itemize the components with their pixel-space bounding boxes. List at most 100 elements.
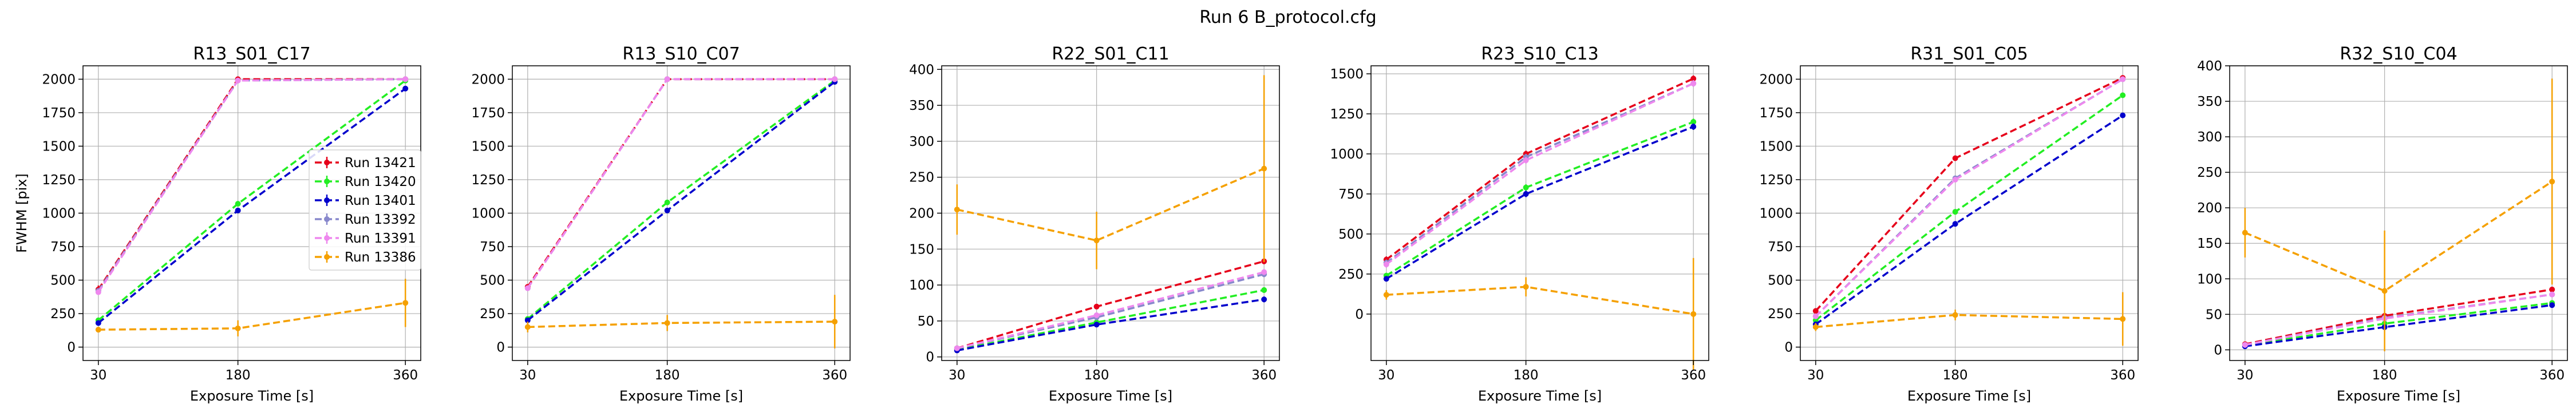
data-point bbox=[1523, 184, 1529, 191]
series-line bbox=[2245, 302, 2553, 347]
y-tick-label: 400 bbox=[909, 62, 934, 77]
x-axis-label: Exposure Time [s] bbox=[1907, 388, 2031, 404]
data-point bbox=[1261, 165, 1267, 172]
data-point bbox=[1952, 176, 1958, 183]
chart-panel-5: 30 180 360 0 250 500 750 1000 1250 1500 1750 2000 R3… bbox=[1759, 44, 2139, 404]
data-point bbox=[1952, 312, 1958, 318]
legend-marker bbox=[324, 254, 330, 260]
series-line bbox=[527, 78, 835, 288]
x-axis-label: Exposure Time [s] bbox=[190, 388, 314, 404]
y-tick-label: 750 bbox=[1338, 187, 1364, 202]
y-tick-label: 250 bbox=[480, 307, 505, 322]
y-tick-label: 750 bbox=[50, 240, 76, 255]
data-point bbox=[664, 199, 670, 205]
chart-panel-6: 30 180 360 0 50 100 150 200 250 300 350 400 R32_S10_… bbox=[2197, 44, 2568, 404]
series-line bbox=[527, 320, 835, 328]
y-tick-label: 250 bbox=[1768, 307, 1793, 322]
series-line bbox=[527, 78, 835, 289]
axes-frame bbox=[2229, 65, 2568, 361]
data-point bbox=[95, 320, 101, 326]
series-line bbox=[1386, 286, 1694, 315]
panel-title: R13_S10_C07 bbox=[622, 44, 740, 64]
data-point bbox=[2549, 291, 2555, 298]
y-tick-label: 1500 bbox=[1330, 67, 1364, 82]
series-line bbox=[1815, 314, 2123, 328]
y-tick-label: 300 bbox=[909, 134, 934, 149]
y-tick-label: 500 bbox=[50, 274, 76, 288]
legend-entry: Run 13420 bbox=[345, 175, 416, 189]
data-point bbox=[235, 201, 241, 207]
legend-entry: Run 13421 bbox=[345, 156, 416, 171]
y-tick-label: 1000 bbox=[1330, 147, 1364, 162]
y-tick-label: 1500 bbox=[471, 139, 505, 154]
x-tick-label: 30 bbox=[519, 368, 536, 383]
data-point bbox=[1383, 276, 1389, 282]
data-point bbox=[1093, 303, 1100, 310]
data-point bbox=[1261, 296, 1267, 303]
data-point bbox=[1690, 311, 1697, 317]
y-tick-label: 2000 bbox=[1759, 72, 1793, 87]
y-tick-label: 1500 bbox=[1759, 139, 1793, 154]
data-point bbox=[664, 207, 670, 213]
y-tick-label: 50 bbox=[918, 314, 934, 329]
y-tick-label: 1000 bbox=[1759, 207, 1793, 221]
x-tick-label: 180 bbox=[1084, 368, 1109, 383]
y-tick-label: 350 bbox=[2197, 94, 2222, 109]
data-point bbox=[2120, 316, 2126, 322]
chart-panel-2: 30 180 360 0 250 500 750 1000 1250 1500 1750 2000 R1… bbox=[471, 44, 851, 404]
x-tick-label: 30 bbox=[949, 368, 965, 383]
data-point bbox=[1523, 284, 1529, 290]
y-tick-label: 1500 bbox=[42, 139, 76, 154]
y-tick-label: 1750 bbox=[471, 106, 505, 121]
y-tick-label: 400 bbox=[2197, 59, 2222, 74]
data-point bbox=[1812, 324, 1819, 330]
chart-panels: 30 180 360025050075010001250150017502000R1… bbox=[14, 44, 2568, 404]
series-line bbox=[957, 168, 1265, 242]
data-point bbox=[1690, 76, 1697, 82]
data-point bbox=[235, 325, 241, 331]
x-axis-label: Exposure Time [s] bbox=[619, 388, 743, 404]
y-tick-label: 1250 bbox=[42, 173, 76, 188]
data-point bbox=[2120, 92, 2126, 98]
data-point bbox=[1952, 155, 1958, 161]
y-tick-label: 0 bbox=[2214, 343, 2222, 358]
legend-entry: Run 13391 bbox=[345, 231, 416, 246]
legend: Run 13421 Run 13420 Run 13401 Run 13392 Run … bbox=[309, 149, 421, 271]
series-6 bbox=[1812, 292, 2126, 346]
y-tick-label: 1250 bbox=[1759, 173, 1793, 188]
y-tick-label: 250 bbox=[1338, 267, 1364, 282]
legend-marker bbox=[324, 179, 330, 184]
data-point bbox=[524, 285, 531, 291]
x-tick-label: 360 bbox=[822, 368, 847, 383]
y-tick-label: 150 bbox=[909, 242, 934, 257]
series-6 bbox=[2242, 78, 2555, 351]
panel-title: R23_S10_C13 bbox=[1481, 44, 1598, 64]
series-3 bbox=[954, 296, 1267, 354]
y-tick-label: 500 bbox=[1768, 274, 1793, 288]
legend-entry: Run 13401 bbox=[345, 193, 416, 208]
x-tick-label: 180 bbox=[226, 368, 251, 383]
series-3 bbox=[1383, 123, 1697, 282]
x-tick-label: 30 bbox=[90, 368, 106, 383]
series-line bbox=[1815, 94, 2124, 322]
data-point bbox=[832, 319, 838, 325]
x-tick-label: 360 bbox=[2110, 368, 2135, 383]
data-point bbox=[524, 317, 531, 323]
data-point bbox=[2242, 229, 2248, 236]
series-4 bbox=[524, 76, 838, 291]
chart-panel-1: 30 180 360 0 250 500 750 1000 1250 1500 1750 2000 R1… bbox=[14, 44, 421, 404]
y-tick-label: 200 bbox=[2197, 201, 2222, 216]
data-point bbox=[2242, 342, 2248, 348]
x-tick-label: 180 bbox=[1514, 368, 1539, 383]
data-point bbox=[1812, 313, 1819, 319]
y-tick-label: 0 bbox=[496, 340, 505, 355]
data-point bbox=[2120, 112, 2126, 118]
series-5 bbox=[95, 76, 409, 295]
legend-marker bbox=[324, 160, 330, 165]
y-tick-label: 1250 bbox=[471, 173, 505, 188]
y-axis-label: FWHM [pix] bbox=[14, 173, 30, 253]
series-line bbox=[2245, 293, 2553, 346]
legend-entry: Run 13392 bbox=[345, 212, 416, 227]
data-point bbox=[1690, 118, 1697, 125]
legend-marker bbox=[324, 235, 330, 241]
